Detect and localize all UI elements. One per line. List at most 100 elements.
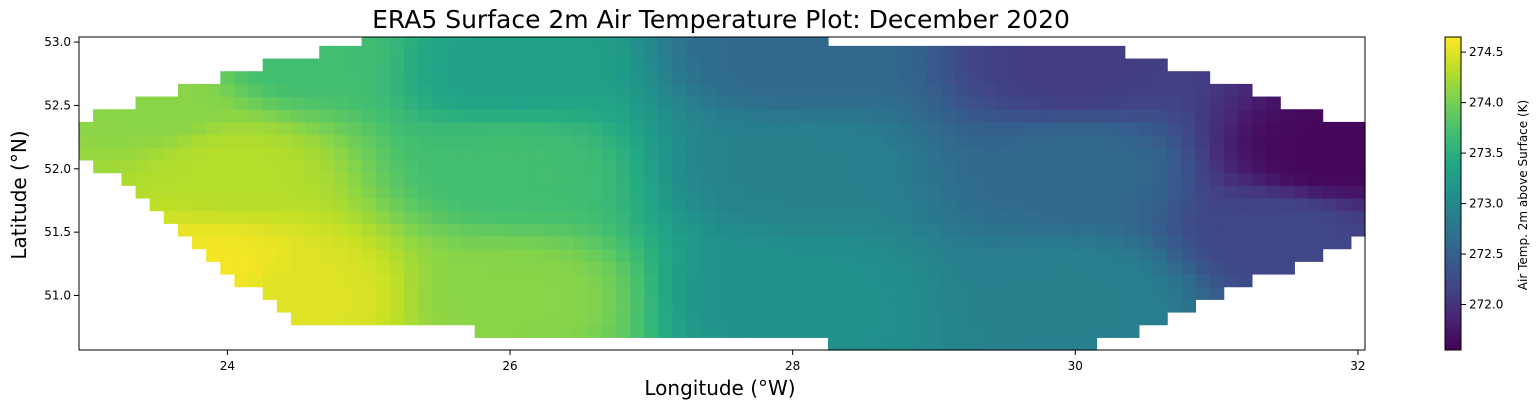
- heatmap-cell: [1025, 109, 1041, 123]
- heatmap-cell: [884, 147, 900, 161]
- heatmap-cell: [1138, 248, 1154, 262]
- heatmap-cell: [418, 273, 433, 288]
- heatmap-cell: [192, 210, 207, 224]
- heatmap-cell: [1054, 121, 1069, 136]
- y-tick-label: 52.0: [44, 162, 71, 176]
- heatmap-cell: [658, 96, 674, 110]
- heatmap-cell: [827, 147, 843, 161]
- heatmap-cell: [1124, 159, 1140, 174]
- heatmap-cell: [743, 311, 758, 326]
- heatmap-cell: [729, 273, 744, 288]
- heatmap-cell: [842, 223, 857, 237]
- heatmap-cell: [912, 197, 928, 212]
- heatmap-cell: [319, 286, 334, 300]
- heatmap-cell: [658, 134, 674, 148]
- heatmap-cell: [290, 121, 306, 136]
- heatmap-cell: [771, 324, 787, 338]
- heatmap-cell: [1181, 261, 1197, 275]
- heatmap-cell: [1308, 197, 1324, 212]
- heatmap-cell: [658, 235, 674, 250]
- heatmap-cell: [1350, 185, 1366, 199]
- heatmap-cell: [898, 172, 914, 186]
- heatmap-cell: [1209, 235, 1225, 250]
- heatmap-cell: [898, 311, 914, 326]
- heatmap-cell: [644, 273, 659, 288]
- heatmap-cell: [1039, 235, 1055, 250]
- heatmap-cell: [1124, 299, 1140, 313]
- heatmap-cell: [785, 96, 801, 110]
- heatmap-cell: [290, 96, 306, 110]
- heatmap-cell: [1025, 134, 1041, 148]
- heatmap-cell: [1294, 210, 1310, 224]
- heatmap-cell: [375, 261, 391, 275]
- heatmap-cell: [757, 197, 773, 212]
- heatmap-cell: [686, 71, 702, 85]
- heatmap-cell: [658, 71, 674, 85]
- heatmap-cell: [446, 134, 462, 148]
- heatmap-cell: [1124, 109, 1140, 123]
- heatmap-cell: [757, 71, 773, 85]
- heatmap-cell: [93, 147, 108, 161]
- heatmap-cell: [375, 185, 391, 199]
- heatmap-cell: [290, 58, 306, 72]
- heatmap-cell: [517, 324, 532, 338]
- heatmap-cell: [517, 235, 532, 250]
- heatmap-cell: [1138, 273, 1154, 288]
- y-axis: 51.051.552.052.553.0: [44, 35, 79, 303]
- heatmap-cell: [177, 121, 193, 136]
- heatmap-cell: [1294, 185, 1310, 199]
- heatmap-cell: [531, 223, 546, 237]
- heatmap-cell: [502, 210, 518, 224]
- heatmap-cell: [616, 324, 631, 338]
- heatmap-cell: [1195, 147, 1211, 161]
- heatmap-cell: [884, 96, 900, 110]
- heatmap-cell: [1280, 185, 1295, 199]
- heatmap-cell: [290, 134, 306, 148]
- heatmap-cell: [601, 210, 617, 224]
- heatmap-cell: [771, 299, 787, 313]
- heatmap-cell: [856, 134, 871, 148]
- heatmap-cell: [460, 58, 476, 72]
- heatmap-cell: [785, 235, 801, 250]
- heatmap-cell: [361, 109, 377, 123]
- heatmap-cell: [432, 261, 448, 275]
- heatmap-cell: [1011, 324, 1027, 338]
- heatmap-cell: [389, 248, 405, 262]
- heatmap-cell: [743, 223, 758, 237]
- heatmap-cell: [531, 273, 546, 288]
- heatmap-cell: [1237, 147, 1253, 161]
- heatmap-cell: [969, 159, 985, 174]
- heatmap-cell: [842, 273, 857, 288]
- heatmap-cell: [601, 134, 617, 148]
- heatmap-cell: [813, 109, 829, 123]
- heatmap-cell: [969, 273, 985, 288]
- heatmap-cell: [941, 121, 956, 136]
- heatmap-cell: [135, 159, 151, 174]
- heatmap-cell: [714, 37, 730, 47]
- heatmap-cell: [121, 134, 137, 148]
- heatmap-cell: [319, 197, 334, 212]
- heatmap-cell: [658, 299, 674, 313]
- heatmap-cell: [1025, 96, 1041, 110]
- heatmap-cell: [347, 286, 363, 300]
- heatmap-cell: [672, 71, 688, 85]
- heatmap-cell: [1251, 109, 1267, 123]
- heatmap-cell: [290, 248, 306, 262]
- heatmap-cell: [842, 45, 857, 60]
- heatmap-cell: [531, 324, 546, 338]
- heatmap-cell: [870, 83, 886, 98]
- heatmap-cell: [319, 109, 334, 123]
- heatmap-cell: [983, 210, 999, 224]
- heatmap-cell: [870, 324, 886, 338]
- heatmap-cell: [1280, 172, 1295, 186]
- heatmap-cell: [177, 210, 193, 224]
- heatmap-cell: [1039, 210, 1055, 224]
- heatmap-cell: [616, 223, 631, 237]
- heatmap-cell: [290, 299, 306, 313]
- heatmap-cell: [502, 324, 518, 338]
- heatmap-cell: [1096, 324, 1112, 338]
- heatmap-cell: [347, 299, 363, 313]
- heatmap-cell: [404, 58, 419, 72]
- heatmap-cell: [1011, 235, 1027, 250]
- heatmap-cell: [1110, 172, 1126, 186]
